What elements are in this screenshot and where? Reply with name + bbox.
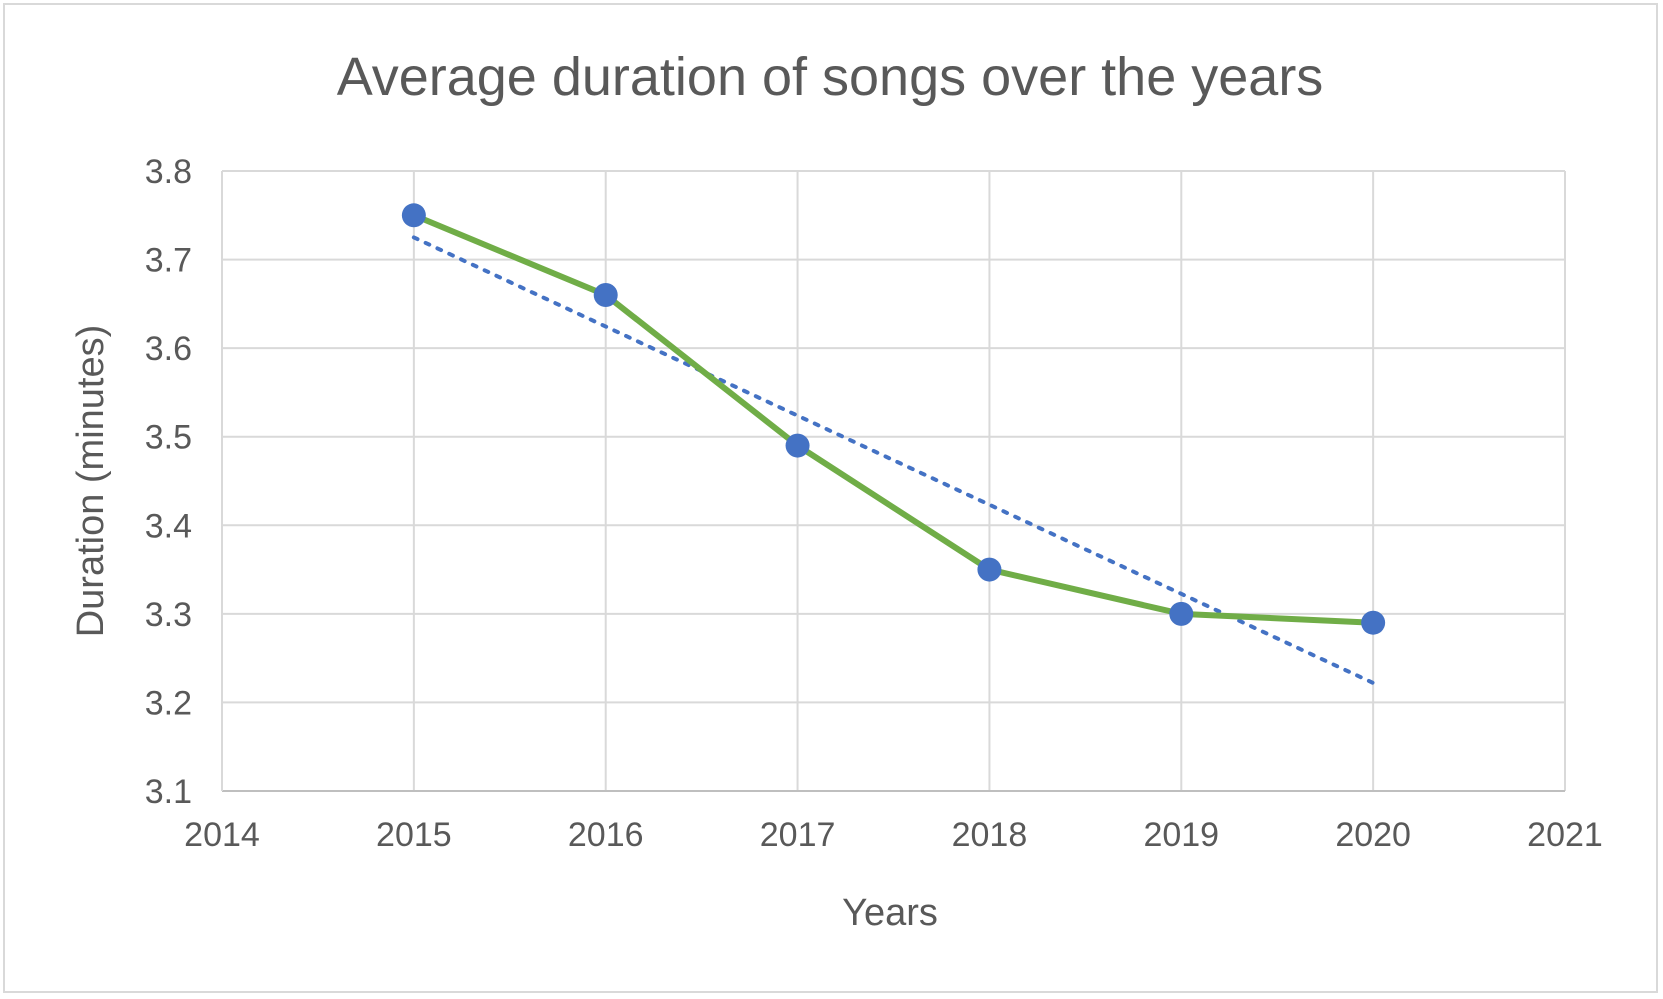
y-tick-label: 3.7: [145, 242, 192, 280]
y-tick-label: 3.8: [145, 153, 192, 191]
y-tick-label: 3.5: [145, 419, 192, 457]
data-point: [977, 557, 1002, 582]
data-point: [401, 203, 426, 228]
x-tick-label: 2015: [376, 816, 452, 854]
grid-lines: [221, 170, 1566, 792]
x-axis-tick-labels: 2014 2015 2016 2017 2018 2019 2020 2021: [184, 816, 1603, 854]
data-point: [785, 433, 810, 458]
y-axis-tick-labels: 3.1 3.2 3.3 3.4 3.5 3.6 3.7 3.8: [145, 153, 192, 811]
series-group: [401, 203, 1386, 635]
x-tick-label: 2018: [952, 816, 1028, 854]
y-tick-label: 3.1: [145, 773, 192, 811]
data-point: [1169, 601, 1194, 626]
x-axis-title: Years: [842, 892, 938, 934]
y-tick-label: 3.3: [145, 596, 192, 634]
data-point: [1361, 610, 1386, 635]
x-tick-label: 2021: [1527, 816, 1603, 854]
y-axis-title: Duration (minutes): [70, 325, 112, 638]
x-tick-label: 2014: [184, 816, 260, 854]
y-tick-label: 3.4: [145, 507, 192, 545]
chart-frame: [3, 3, 1658, 993]
chart-title: Average duration of songs over the years: [337, 47, 1324, 107]
data-point: [593, 283, 618, 307]
y-tick-label: 3.6: [145, 330, 192, 368]
x-tick-label: 2019: [1143, 816, 1219, 854]
x-tick-label: 2017: [760, 816, 836, 854]
x-tick-label: 2016: [568, 816, 644, 854]
y-tick-label: 3.2: [145, 684, 192, 722]
series-line: [410, 212, 1377, 626]
x-tick-label: 2020: [1335, 816, 1411, 854]
